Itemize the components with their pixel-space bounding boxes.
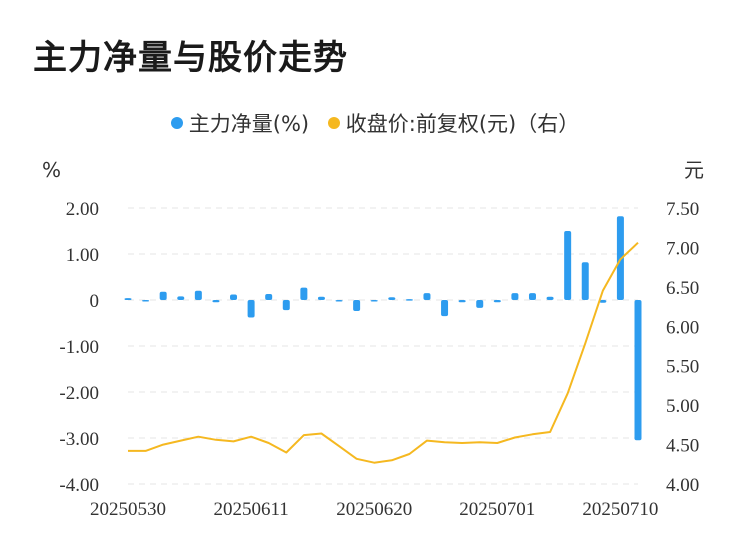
bar	[511, 293, 519, 300]
grid-layer	[128, 207, 638, 485]
bar	[458, 300, 466, 303]
bar	[124, 298, 132, 300]
right-tick-label: 6.50	[666, 278, 699, 299]
bar	[353, 300, 361, 312]
bar	[564, 231, 572, 300]
bar	[493, 300, 501, 303]
bar	[159, 291, 167, 300]
x-tick-label: 20250611	[213, 499, 288, 520]
bar	[546, 296, 554, 300]
left-tick-label: -3.00	[59, 429, 99, 450]
bar	[177, 296, 185, 300]
right-tick-label: 5.50	[666, 357, 699, 378]
left-tick-label: -1.00	[59, 337, 99, 358]
right-tick-label: 6.00	[666, 317, 699, 338]
right-tick-label: 4.50	[666, 436, 699, 457]
legend-line-label: 收盘价:前复权(元)（右）	[345, 112, 580, 136]
bar	[388, 297, 396, 300]
left-axis-unit: %	[42, 158, 61, 182]
bar	[476, 300, 484, 308]
bar	[212, 300, 220, 303]
bar	[230, 294, 238, 300]
x-tick-label: 20250530	[90, 499, 166, 520]
bar	[300, 287, 308, 300]
left-axis-ticks: 2.00 1.00 0 -1.00 -2.00 -3.00 -4.00	[59, 199, 99, 496]
line-series	[128, 241, 639, 464]
bar	[423, 293, 431, 300]
bar	[441, 300, 449, 317]
x-tick-label: 20250620	[336, 499, 412, 520]
right-tick-label: 7.00	[666, 238, 699, 259]
bar	[265, 294, 273, 300]
right-axis-ticks: 7.50 7.00 6.50 6.00 5.50 5.00 4.50 4.00	[666, 199, 699, 496]
right-tick-label: 5.00	[666, 396, 699, 417]
left-tick-label: 1.00	[66, 245, 99, 266]
bar	[370, 300, 378, 302]
bar	[528, 293, 536, 300]
left-tick-label: -2.00	[59, 383, 99, 404]
bar	[581, 262, 589, 300]
bar	[194, 290, 202, 300]
right-tick-label: 4.00	[666, 475, 699, 496]
right-axis-unit: 元	[684, 158, 704, 182]
bar-series	[124, 216, 642, 441]
right-tick-label: 7.50	[666, 199, 699, 220]
legend-bar-label: 主力净量(%)	[188, 112, 310, 136]
left-tick-label: 0	[90, 291, 100, 312]
left-tick-label: 2.00	[66, 199, 99, 220]
price-line	[128, 241, 639, 464]
bar	[405, 299, 413, 301]
legend-line-swatch	[327, 117, 340, 129]
bar	[317, 296, 325, 300]
legend: 主力净量(%) 收盘价:前复权(元)（右）	[0, 108, 750, 138]
legend-item-bar[interactable]: 主力净量(%)	[170, 108, 310, 138]
bar	[142, 300, 150, 302]
x-tick-label: 20250701	[459, 499, 535, 520]
bar	[634, 300, 642, 441]
bar	[335, 300, 343, 302]
left-tick-label: -4.00	[59, 475, 99, 496]
chart-title: 主力净量与股价走势	[33, 38, 348, 78]
legend-bar-swatch	[170, 117, 183, 129]
bar	[282, 300, 290, 311]
x-axis-ticks: 20250530 20250611 20250620 20250701 20250710	[90, 499, 658, 520]
bar	[599, 300, 607, 303]
x-tick-label: 20250710	[582, 499, 658, 520]
bar	[247, 300, 255, 318]
legend-item-line[interactable]: 收盘价:前复权(元)（右）	[327, 108, 580, 138]
